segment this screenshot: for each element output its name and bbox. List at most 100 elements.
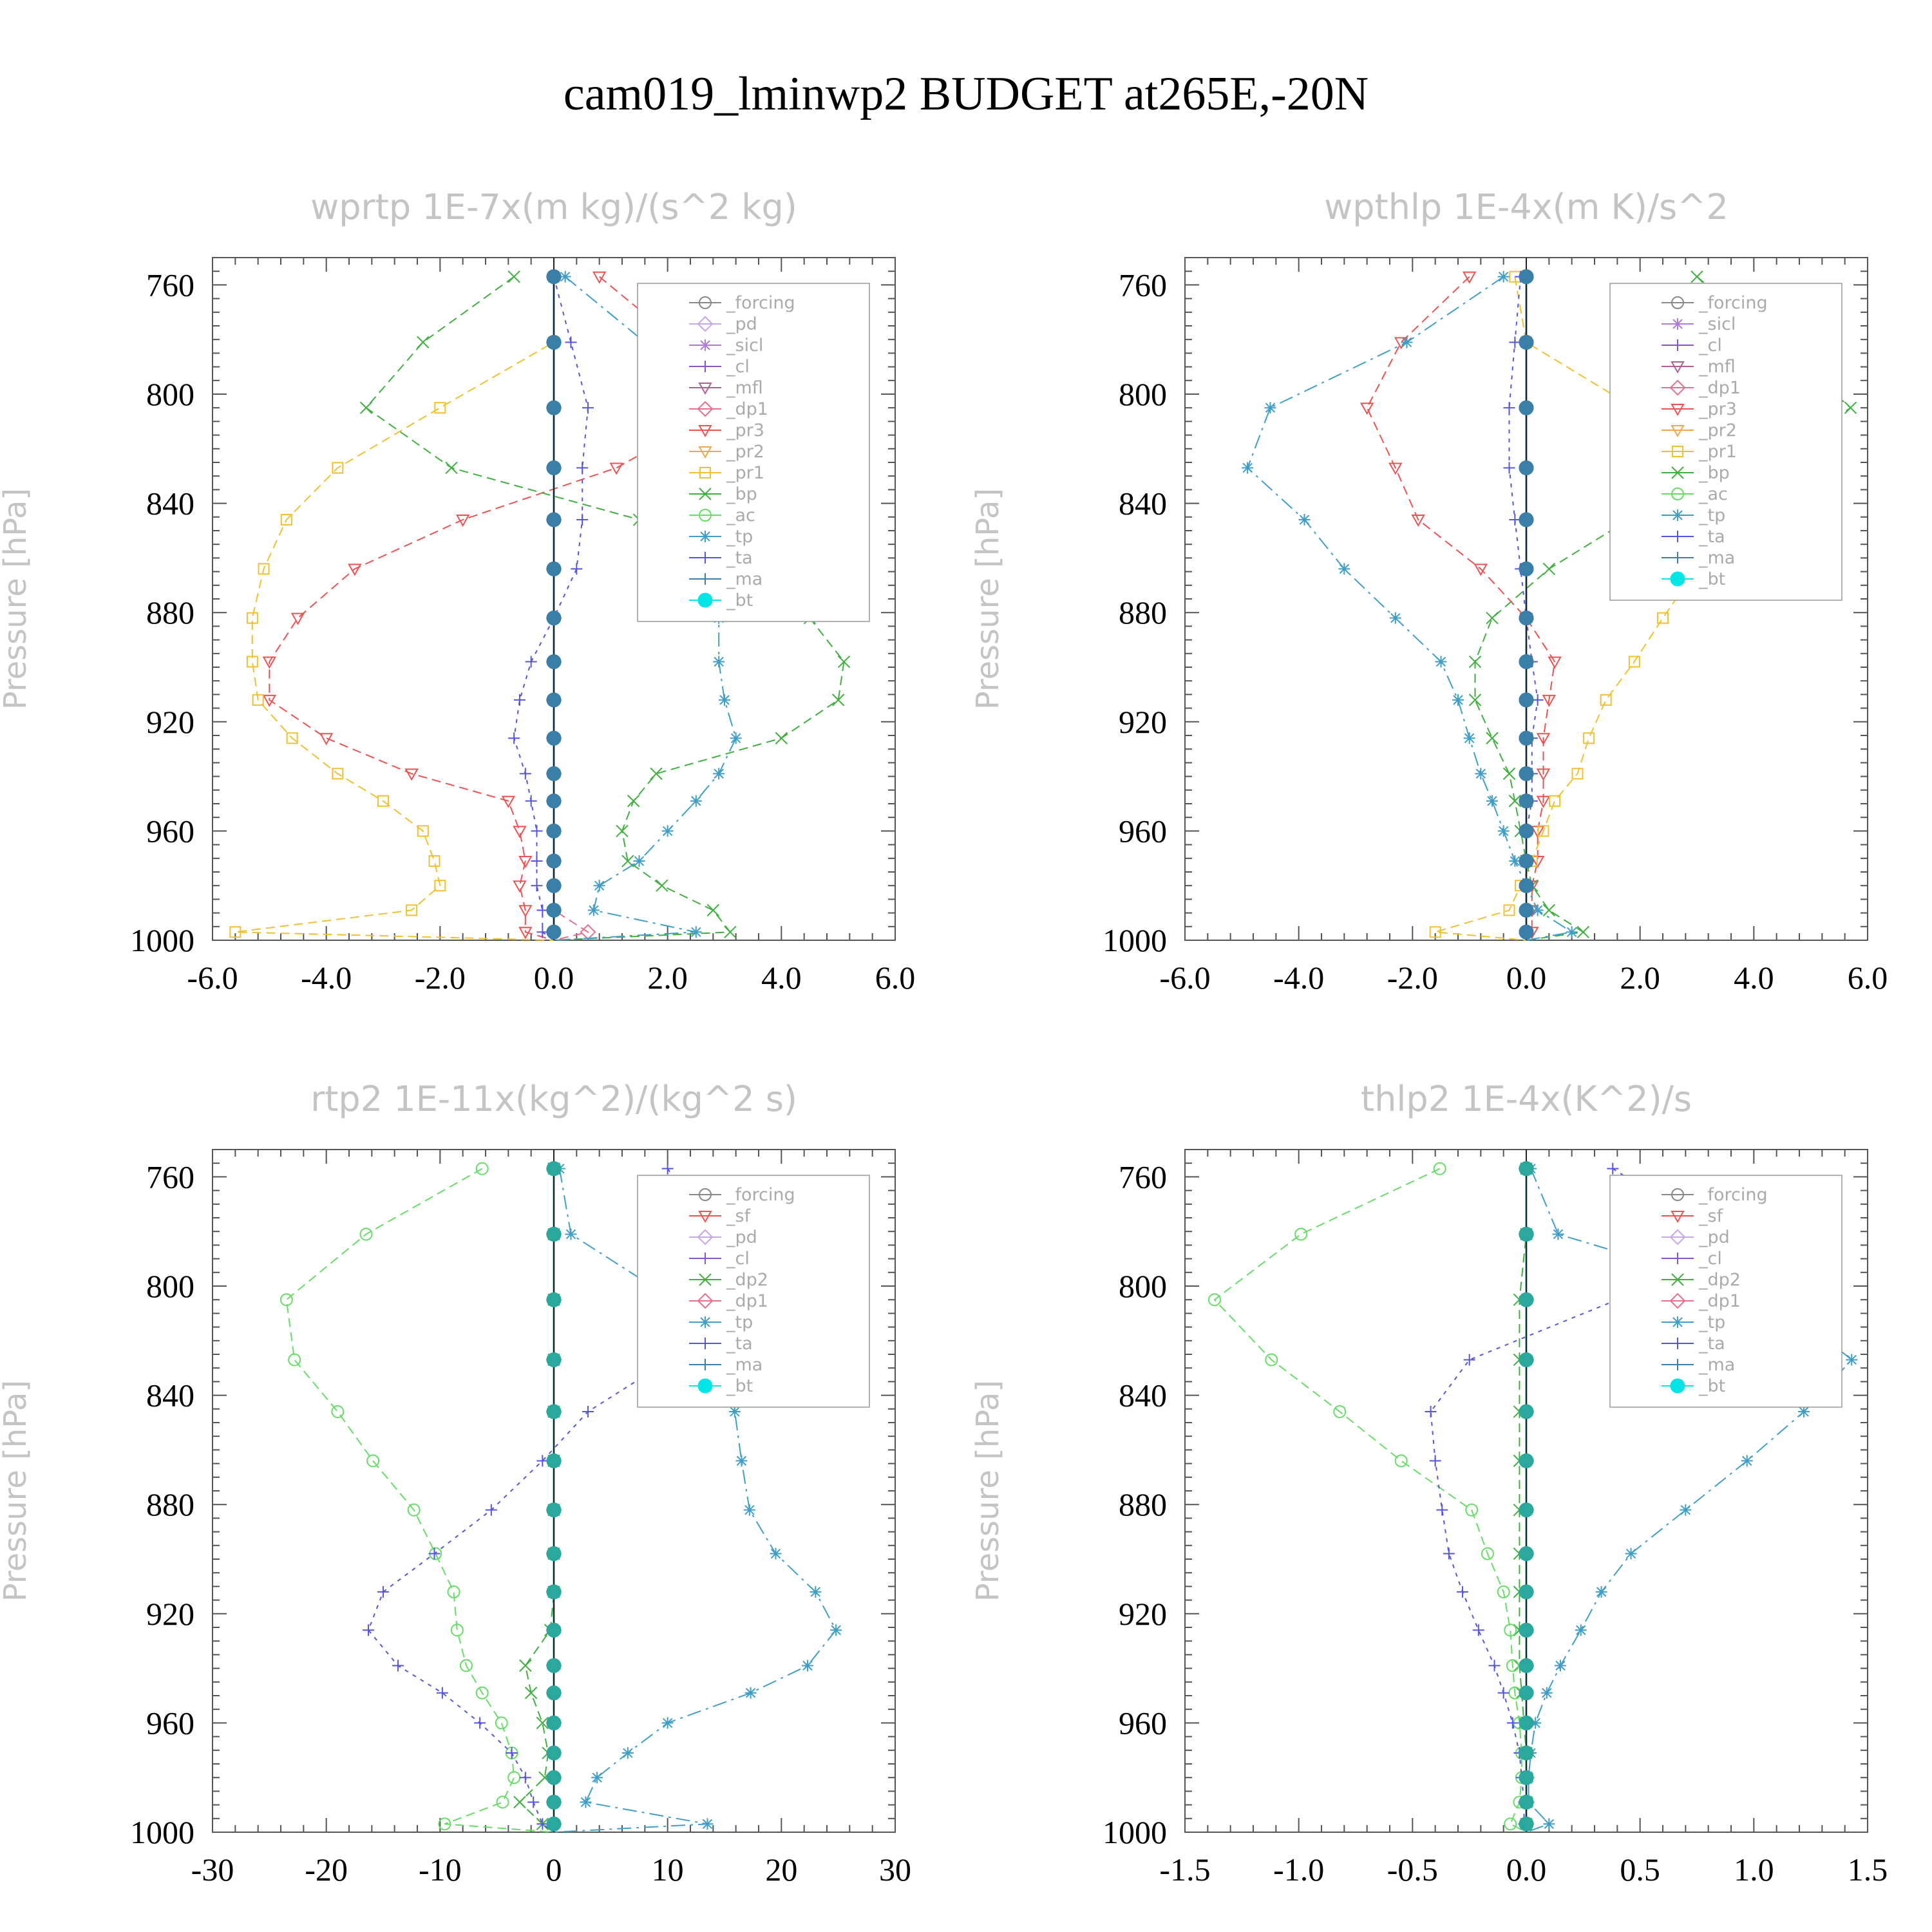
data-point bbox=[536, 926, 549, 938]
data-point bbox=[531, 825, 543, 837]
data-point bbox=[1486, 611, 1499, 625]
data-point bbox=[513, 880, 527, 893]
legend-label: _mfl bbox=[1698, 357, 1736, 377]
data-point bbox=[1519, 1546, 1534, 1562]
data-point bbox=[1463, 1354, 1475, 1366]
data-point bbox=[587, 904, 600, 916]
legend-marker bbox=[697, 592, 713, 608]
data-point bbox=[1519, 793, 1534, 809]
data-point bbox=[513, 826, 527, 838]
data-point bbox=[1519, 924, 1534, 940]
data-point bbox=[546, 793, 562, 809]
data-point bbox=[518, 927, 533, 940]
data-point bbox=[1519, 1352, 1534, 1367]
legend-label: _ma bbox=[1698, 548, 1735, 568]
data-point bbox=[507, 270, 520, 283]
x-tick-label: -30 bbox=[191, 1852, 234, 1888]
data-point bbox=[434, 880, 446, 892]
legend: _forcing_sf_pd_cl_dp2_dp1_tp_ta_ma_bt bbox=[1609, 1175, 1842, 1408]
series-pr3 bbox=[262, 271, 732, 941]
legend-label: _sf bbox=[726, 1206, 752, 1226]
legend-marker bbox=[1671, 488, 1684, 500]
data-point bbox=[546, 1715, 562, 1730]
chart-panel-2: wpthlp 1E-4x(m K)/s^2 Pressure [hPa] -6.0 -… bbox=[970, 187, 1888, 996]
series-line bbox=[1247, 276, 1574, 941]
data-point bbox=[513, 1795, 526, 1809]
data-point bbox=[546, 1352, 562, 1367]
data-point bbox=[514, 694, 526, 706]
data-point bbox=[546, 924, 562, 940]
data-point bbox=[518, 905, 533, 918]
data-point bbox=[546, 692, 562, 708]
data-point bbox=[1506, 1659, 1519, 1672]
data-point bbox=[546, 1453, 562, 1468]
legend: _forcing_sicl_cl_mfl_dp1_pr3_pr2_pr1_bp_… bbox=[1609, 283, 1842, 601]
data-point bbox=[1844, 401, 1857, 414]
data-point bbox=[593, 880, 605, 892]
y-tick-label: 800 bbox=[1119, 1268, 1167, 1304]
legend-label: _tp bbox=[726, 1312, 753, 1332]
y-tick-label: 880 bbox=[1119, 594, 1167, 630]
data-point bbox=[392, 1660, 404, 1672]
data-point bbox=[1536, 795, 1551, 808]
data-point bbox=[810, 1586, 822, 1598]
legend-label: _cl bbox=[1698, 1249, 1722, 1269]
data-point bbox=[565, 336, 577, 348]
data-point bbox=[280, 514, 292, 526]
data-point bbox=[1531, 694, 1544, 706]
data-point bbox=[661, 825, 674, 837]
data-point bbox=[1519, 1816, 1534, 1832]
series-line bbox=[365, 276, 845, 941]
legend-label: _tp bbox=[1698, 506, 1725, 526]
data-point bbox=[1519, 1226, 1534, 1242]
data-point bbox=[524, 1687, 538, 1700]
legend-marker bbox=[1672, 318, 1683, 330]
data-point bbox=[546, 654, 562, 670]
data-point bbox=[428, 1548, 440, 1560]
data-point bbox=[735, 1455, 748, 1467]
series-bt-markers bbox=[546, 269, 562, 940]
x-tick-label: 1.0 bbox=[1734, 1852, 1774, 1888]
data-point bbox=[475, 1686, 489, 1700]
data-point bbox=[1519, 730, 1534, 746]
data-point bbox=[1519, 1161, 1534, 1177]
data-point bbox=[591, 1772, 603, 1784]
x-tick-label: -1.0 bbox=[1273, 1852, 1324, 1888]
data-point bbox=[1473, 564, 1488, 576]
legend-marker bbox=[697, 401, 714, 417]
data-point bbox=[1411, 515, 1425, 527]
y-tick-label: 760 bbox=[146, 267, 194, 303]
data-point bbox=[546, 1770, 562, 1785]
legend-box bbox=[1609, 283, 1842, 601]
legend-label: _forcing bbox=[1698, 1185, 1768, 1205]
legend-box bbox=[637, 283, 870, 622]
data-point bbox=[1435, 656, 1447, 668]
data-point bbox=[1537, 825, 1549, 837]
legend-label: _dp1 bbox=[726, 1291, 768, 1311]
data-point bbox=[706, 904, 720, 917]
x-tick-label: 20 bbox=[765, 1852, 797, 1888]
data-point bbox=[546, 1404, 562, 1419]
legend-label: _cl bbox=[1698, 336, 1722, 355]
data-point bbox=[546, 902, 562, 918]
data-point bbox=[616, 824, 629, 838]
x-tick-label: 0.5 bbox=[1620, 1852, 1660, 1888]
data-point bbox=[1242, 462, 1254, 474]
data-point bbox=[1519, 853, 1534, 869]
x-tick-label: -2.0 bbox=[1387, 960, 1438, 996]
legend-label: _sicl bbox=[726, 336, 763, 355]
legend-marker bbox=[1671, 1211, 1685, 1224]
legend-marker bbox=[1671, 1188, 1684, 1201]
legend-marker bbox=[699, 488, 712, 500]
y-axis-label: Pressure [hPa] bbox=[0, 1380, 33, 1602]
data-point bbox=[582, 1406, 594, 1418]
data-point bbox=[1519, 1622, 1534, 1638]
data-point bbox=[1657, 612, 1669, 624]
data-point bbox=[1509, 336, 1521, 348]
y-tick-label: 1000 bbox=[1103, 922, 1167, 958]
data-point bbox=[546, 334, 562, 350]
data-point bbox=[536, 904, 549, 916]
legend-label: _pd bbox=[726, 314, 757, 334]
data-point bbox=[1488, 1660, 1501, 1672]
data-point bbox=[536, 1455, 549, 1467]
